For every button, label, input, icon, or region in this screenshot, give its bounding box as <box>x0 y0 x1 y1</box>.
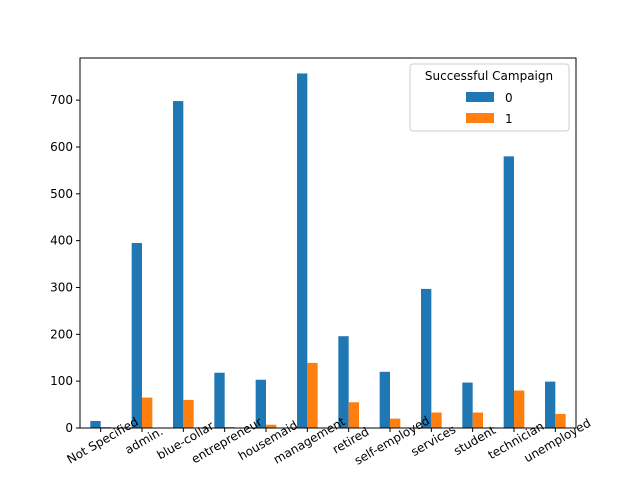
bar-blue-collar-series-0 <box>173 101 184 428</box>
y-tick-label: 600 <box>50 140 73 154</box>
plot-frame <box>79 57 577 429</box>
y-tick-label: 500 <box>50 187 73 201</box>
y-tick-label: 400 <box>50 234 73 248</box>
bar-self-employed-series-1 <box>390 418 401 428</box>
bar-admin--series-0 <box>131 243 142 428</box>
legend-swatch-1 <box>466 113 494 123</box>
bar-housemaid-series-0 <box>255 379 266 428</box>
bar-blue-collar-series-1 <box>183 399 194 428</box>
bar-student-series-0 <box>462 382 473 428</box>
bars-layer <box>90 73 566 429</box>
legend: Successful Campaign 0 1 <box>409 63 570 132</box>
legend-label-0: 0 <box>505 91 513 105</box>
legend-title: Successful Campaign <box>425 69 553 83</box>
bar-technician-series-1 <box>514 390 525 428</box>
bar-services-series-0 <box>421 288 432 428</box>
bar-self-employed-series-0 <box>379 371 390 428</box>
y-tick-label: 200 <box>50 327 73 341</box>
bar-management-series-1 <box>307 362 318 428</box>
y-tick-label: 100 <box>50 374 73 388</box>
bar-admin--series-1 <box>142 397 153 428</box>
bar-retired-series-0 <box>338 336 349 428</box>
y-tick-label: 0 <box>65 421 73 435</box>
bar-services-series-1 <box>431 412 442 428</box>
y-axis: 0 100 200 300 400 500 600 700 <box>50 93 80 435</box>
bar-management-series-0 <box>297 73 308 429</box>
bar-student-series-1 <box>472 412 483 428</box>
y-tick-label: 700 <box>50 93 73 107</box>
bar-unemployed-series-1 <box>555 413 566 428</box>
bar-retired-series-1 <box>348 402 359 428</box>
bar-housemaid-series-1 <box>266 424 277 428</box>
bar-unemployed-series-0 <box>545 381 556 428</box>
bar-not-specified-series-0 <box>90 420 101 428</box>
y-tick-label: 300 <box>50 280 73 294</box>
bar-entrepreneur-series-0 <box>214 372 225 428</box>
bar-technician-series-0 <box>503 156 514 428</box>
legend-label-1: 1 <box>505 112 513 126</box>
legend-swatch-0 <box>466 92 494 102</box>
